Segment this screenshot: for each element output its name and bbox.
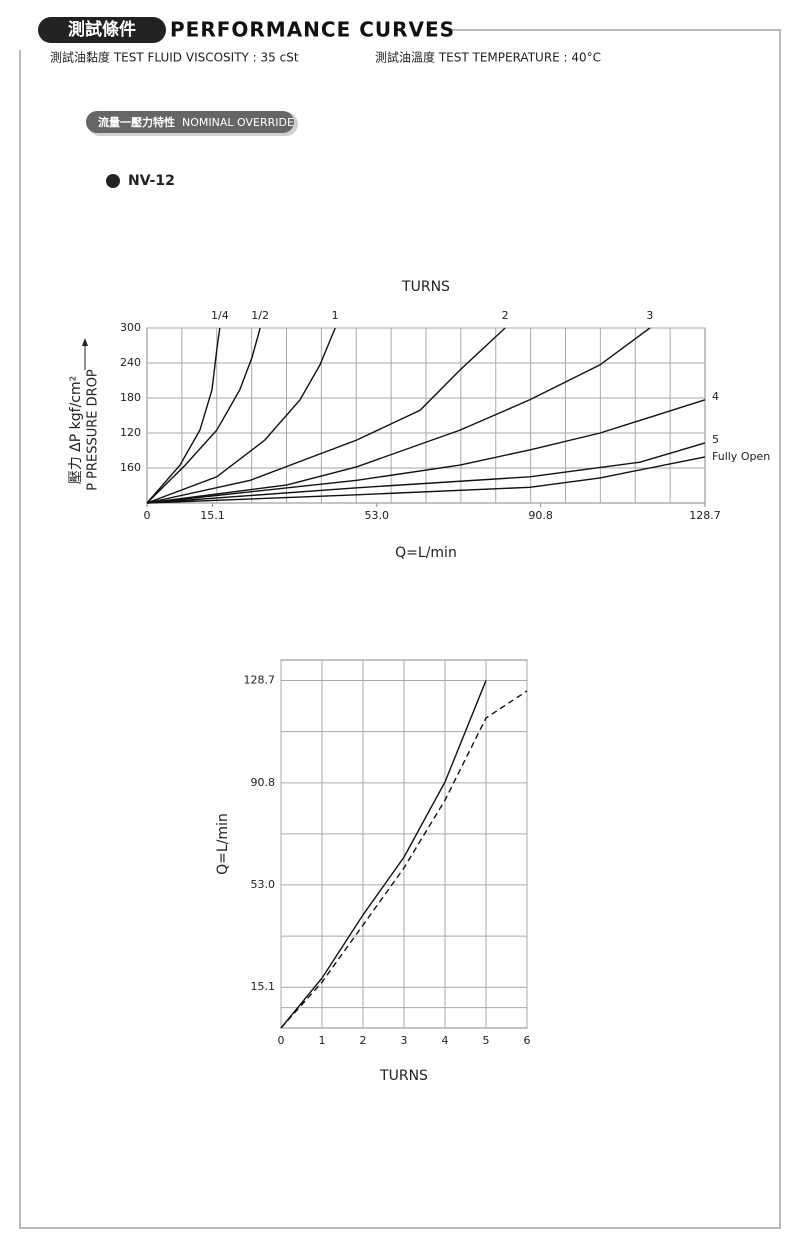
x-tick-label: 15.1 [200, 509, 225, 522]
x-tick-label: 3 [401, 1034, 408, 1047]
series-label: 1 [332, 309, 339, 322]
x-tick-label: 90.8 [528, 509, 553, 522]
y-axis-label: 壓力 ΔP kgf/cm² [68, 376, 84, 485]
y-tick-label: 240 [120, 356, 141, 369]
x-tick-label: 6 [524, 1034, 531, 1047]
x-tick-label: 128.7 [689, 509, 721, 522]
section-cn: 流量一壓力特性 [98, 115, 175, 129]
curve [146, 327, 506, 504]
series-label: Fully Open [712, 450, 770, 463]
curve [146, 327, 221, 504]
curve [146, 327, 651, 504]
series-label: 3 [646, 309, 653, 322]
curve [280, 690, 528, 1029]
section-pill [86, 111, 294, 133]
x-tick-label: 4 [442, 1034, 449, 1047]
section-en: NOMINAL OVERRIDE [182, 116, 294, 129]
series-label: 2 [502, 309, 509, 322]
y-tick-label: 160 [120, 461, 141, 474]
series-label: 1/2 [251, 309, 269, 322]
curve [280, 680, 487, 1029]
x-axis-label: TURNS [379, 1068, 428, 1084]
y-tick-label: 180 [120, 391, 141, 404]
y-arrow-head [82, 338, 88, 346]
y-tick-label: 53.0 [251, 878, 276, 891]
y-axis-label: Q=L/min [215, 813, 231, 875]
x-tick-label: 0 [144, 509, 151, 522]
curve [146, 399, 706, 504]
temperature: 測試油溫度 TEST TEMPERATURE : 40°C [375, 50, 601, 65]
y-tick-label: 90.8 [251, 776, 276, 789]
y-tick-label: 120 [120, 426, 141, 439]
x-axis-label: Q=L/min [395, 545, 457, 561]
curve [146, 442, 706, 504]
y-tick-label: 300 [120, 321, 141, 334]
curve [146, 327, 336, 504]
y-axis-label: P PRESSURE DROP [86, 369, 101, 491]
page-title: PERFORMANCE CURVES [170, 18, 455, 42]
series-label: 4 [712, 390, 719, 403]
x-tick-label: 5 [483, 1034, 490, 1047]
model-dot [106, 174, 120, 188]
frame [19, 29, 781, 1229]
y-tick-label: 128.7 [244, 674, 276, 687]
x-tick-label: 0 [278, 1034, 285, 1047]
y-tick-label: 15.1 [251, 980, 276, 993]
series-label: 5 [712, 433, 719, 446]
series-label: 1/4 [211, 309, 229, 322]
x-tick-label: 2 [360, 1034, 367, 1047]
badge-text: 測試條件 [68, 19, 136, 40]
viscosity: 測試油黏度 TEST FLUID VISCOSITY : 35 cSt [50, 50, 299, 65]
curve [146, 327, 261, 504]
badge [38, 17, 166, 43]
chart-title: TURNS [401, 279, 450, 295]
model: NV-12 [128, 173, 175, 189]
curve [146, 456, 706, 504]
x-tick-label: 1 [319, 1034, 326, 1047]
x-tick-label: 53.0 [365, 509, 390, 522]
